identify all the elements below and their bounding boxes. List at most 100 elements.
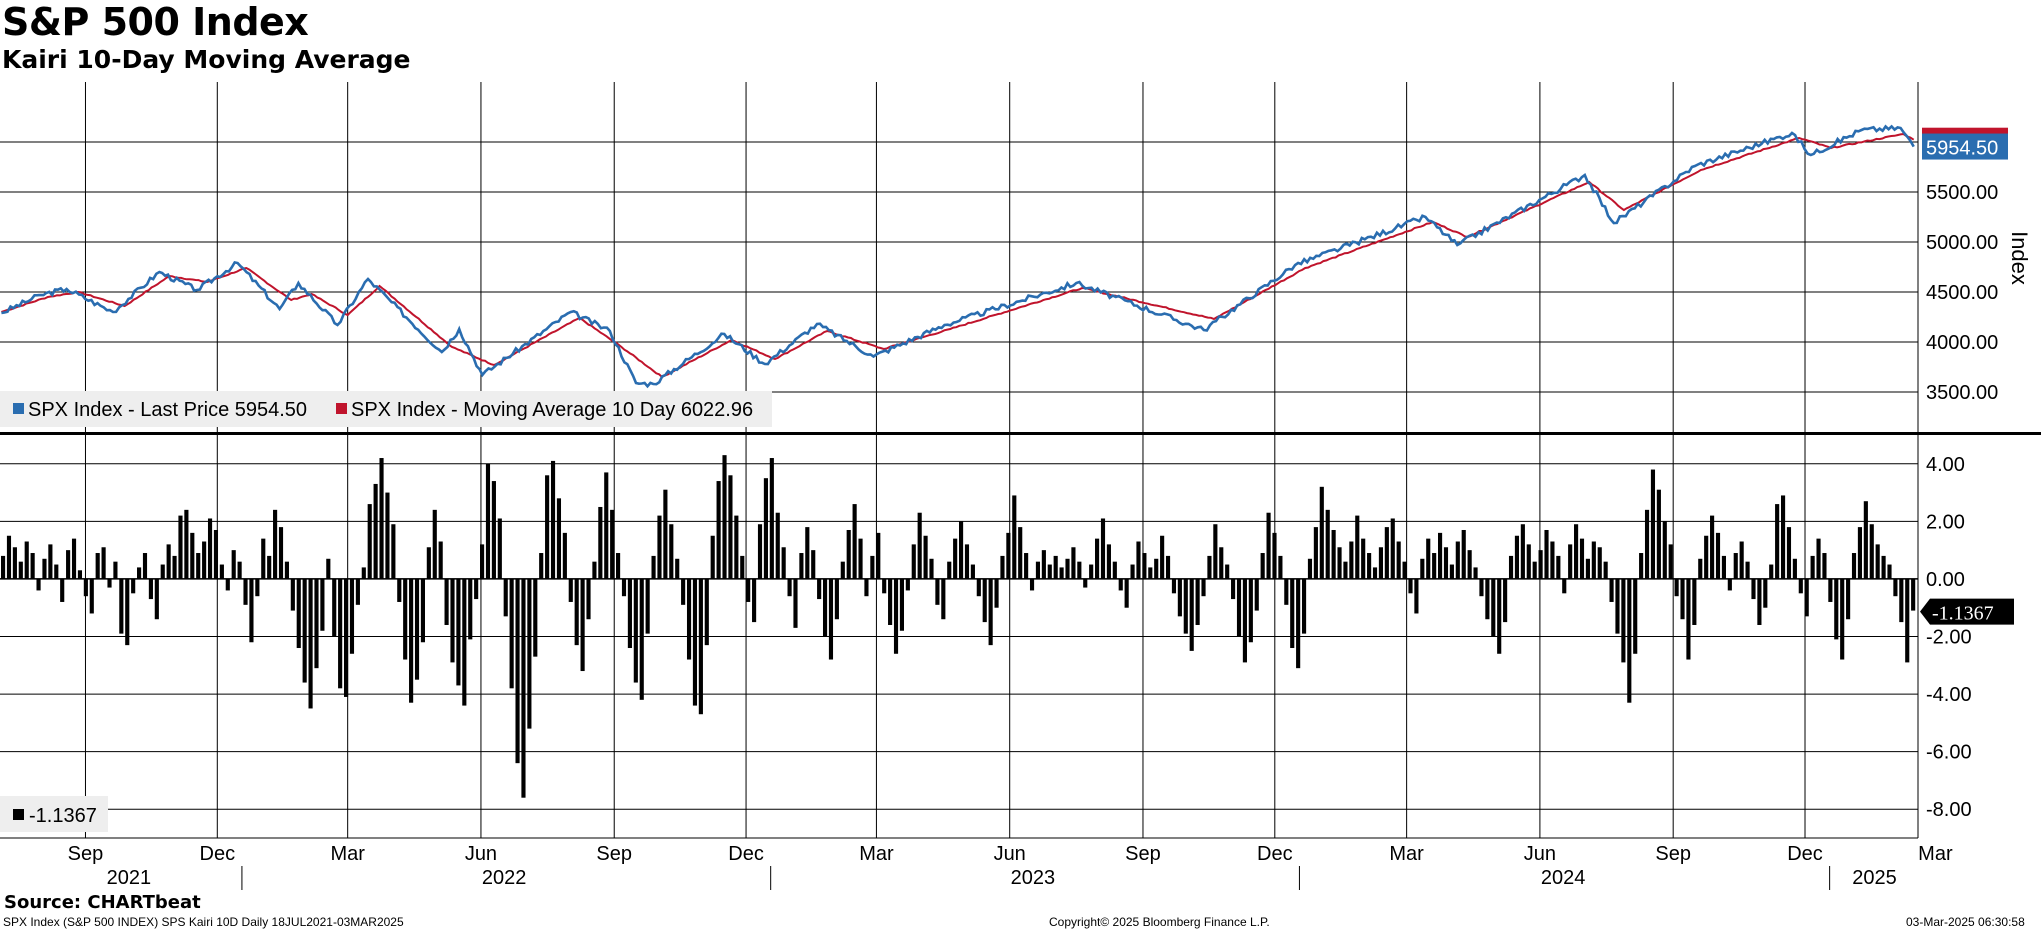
kairi-bar bbox=[1715, 532, 1721, 579]
kairi-bar bbox=[480, 544, 485, 579]
kairi-bar bbox=[1621, 578, 1626, 663]
kairi-bar bbox=[840, 561, 845, 579]
kairi-bar bbox=[148, 578, 153, 600]
kairi-value-tag bbox=[1920, 598, 2014, 625]
kairi-bar bbox=[1727, 578, 1732, 591]
kairi-bar bbox=[1881, 555, 1886, 579]
kairi-bar bbox=[231, 550, 236, 579]
kairi-bar bbox=[1780, 495, 1786, 579]
kairi-bar bbox=[515, 578, 520, 764]
kairi-bar bbox=[929, 558, 934, 579]
kairi-bar bbox=[1106, 544, 1111, 579]
legend-label-moving-average: SPX Index - Moving Average 10 Day 6022.9… bbox=[351, 399, 753, 421]
kairi-bar bbox=[1095, 538, 1100, 579]
kairi-bar bbox=[1083, 578, 1088, 588]
kairi-bar bbox=[799, 553, 804, 579]
x-tick-label-year: 2025 bbox=[1852, 867, 1897, 889]
kairi-bar bbox=[196, 553, 201, 579]
kairi-bar bbox=[1579, 538, 1585, 579]
kairi-bar bbox=[1254, 578, 1259, 611]
kairi-bar bbox=[1899, 578, 1904, 623]
kairi-bar bbox=[610, 509, 615, 579]
kairi-bar bbox=[746, 578, 751, 602]
kairi-bar bbox=[409, 578, 414, 703]
kairi-bar bbox=[846, 529, 851, 579]
kairi-bar bbox=[326, 558, 331, 579]
kairi-bar bbox=[1071, 547, 1076, 579]
legend-top-bg bbox=[0, 391, 772, 427]
kairi-bar bbox=[71, 538, 77, 579]
kairi-bar bbox=[1497, 578, 1502, 654]
kairi-bar bbox=[166, 544, 171, 579]
kairi-bar bbox=[1627, 578, 1632, 703]
kairi-bar bbox=[888, 578, 893, 625]
kairi-bar bbox=[1124, 578, 1129, 608]
y-tick-label-bottom: -6.00 bbox=[1926, 742, 1972, 764]
kairi-bar bbox=[1568, 544, 1573, 579]
kairi-bar bbox=[178, 515, 183, 579]
kairi-bar bbox=[1503, 578, 1508, 623]
kairi-bar bbox=[627, 578, 632, 649]
kairi-bar bbox=[1538, 550, 1543, 579]
kairi-bar bbox=[959, 521, 964, 579]
kairi-bar bbox=[1361, 538, 1366, 579]
kairi-bar bbox=[1875, 544, 1880, 579]
kairi-bar bbox=[503, 578, 508, 617]
kairi-bar bbox=[444, 578, 449, 625]
kairi-bar bbox=[397, 578, 402, 602]
legend-swatch-moving-average bbox=[336, 403, 347, 414]
kairi-bar bbox=[1721, 555, 1726, 579]
kairi-bar bbox=[1378, 547, 1384, 579]
kairi-bar bbox=[1857, 527, 1863, 579]
kairi-bar bbox=[1272, 532, 1277, 579]
kairi-bar bbox=[1301, 578, 1307, 634]
kairi-bar bbox=[113, 561, 118, 579]
kairi-bar bbox=[101, 547, 106, 579]
kairi-bar bbox=[379, 458, 384, 579]
kairi-bar bbox=[905, 578, 910, 591]
kairi-bar bbox=[1739, 541, 1744, 579]
kairi-bar bbox=[1414, 578, 1419, 614]
x-tick-label-year: 2021 bbox=[107, 867, 152, 889]
kairi-bar bbox=[1213, 524, 1218, 579]
kairi-bar bbox=[710, 535, 715, 579]
kairi-bar bbox=[722, 455, 727, 579]
x-tick-label-month: Dec bbox=[200, 843, 236, 865]
kairi-bar bbox=[261, 538, 266, 579]
kairi-bar bbox=[639, 578, 644, 700]
legend-label-kairi: -1.1367 bbox=[29, 805, 97, 827]
kairi-bar bbox=[1130, 564, 1135, 579]
kairi-bar bbox=[734, 515, 739, 579]
x-tick-label-month: Sep bbox=[1125, 843, 1161, 865]
kairi-bar bbox=[1189, 578, 1194, 651]
kairi-bar bbox=[1089, 564, 1094, 579]
kairi-bar bbox=[373, 483, 378, 579]
kairi-bar bbox=[385, 492, 390, 579]
y-tick-label-top: 4500.00 bbox=[1926, 282, 1998, 304]
kairi-bar bbox=[468, 578, 473, 640]
kairi-bar bbox=[1024, 553, 1029, 579]
kairi-bar bbox=[474, 578, 479, 600]
kairi-bar bbox=[1686, 578, 1691, 660]
kairi-bar bbox=[757, 524, 763, 579]
kairi-bar bbox=[1851, 553, 1857, 579]
kairi-bar bbox=[497, 518, 502, 579]
x-tick-label-month: Sep bbox=[68, 843, 104, 865]
moving-average-line bbox=[1, 132, 1915, 379]
kairi-bar bbox=[36, 578, 41, 591]
kairi-bar bbox=[1828, 578, 1833, 602]
kairi-bar bbox=[1644, 509, 1650, 579]
kairi-bar bbox=[1077, 561, 1082, 579]
kairi-bar bbox=[1065, 558, 1070, 579]
kairi-bar bbox=[521, 578, 526, 798]
kairi-bar bbox=[1585, 558, 1590, 579]
kairi-bar bbox=[60, 578, 65, 602]
kairi-bar bbox=[604, 472, 609, 579]
kairi-bar bbox=[1296, 578, 1301, 669]
y-axis-title: Index bbox=[2007, 231, 2032, 285]
kairi-bar bbox=[160, 564, 165, 579]
kairi-bar bbox=[1769, 564, 1774, 579]
kairi-bar bbox=[332, 578, 337, 637]
kairi-bar bbox=[255, 578, 260, 597]
kairi-bar bbox=[527, 578, 532, 729]
